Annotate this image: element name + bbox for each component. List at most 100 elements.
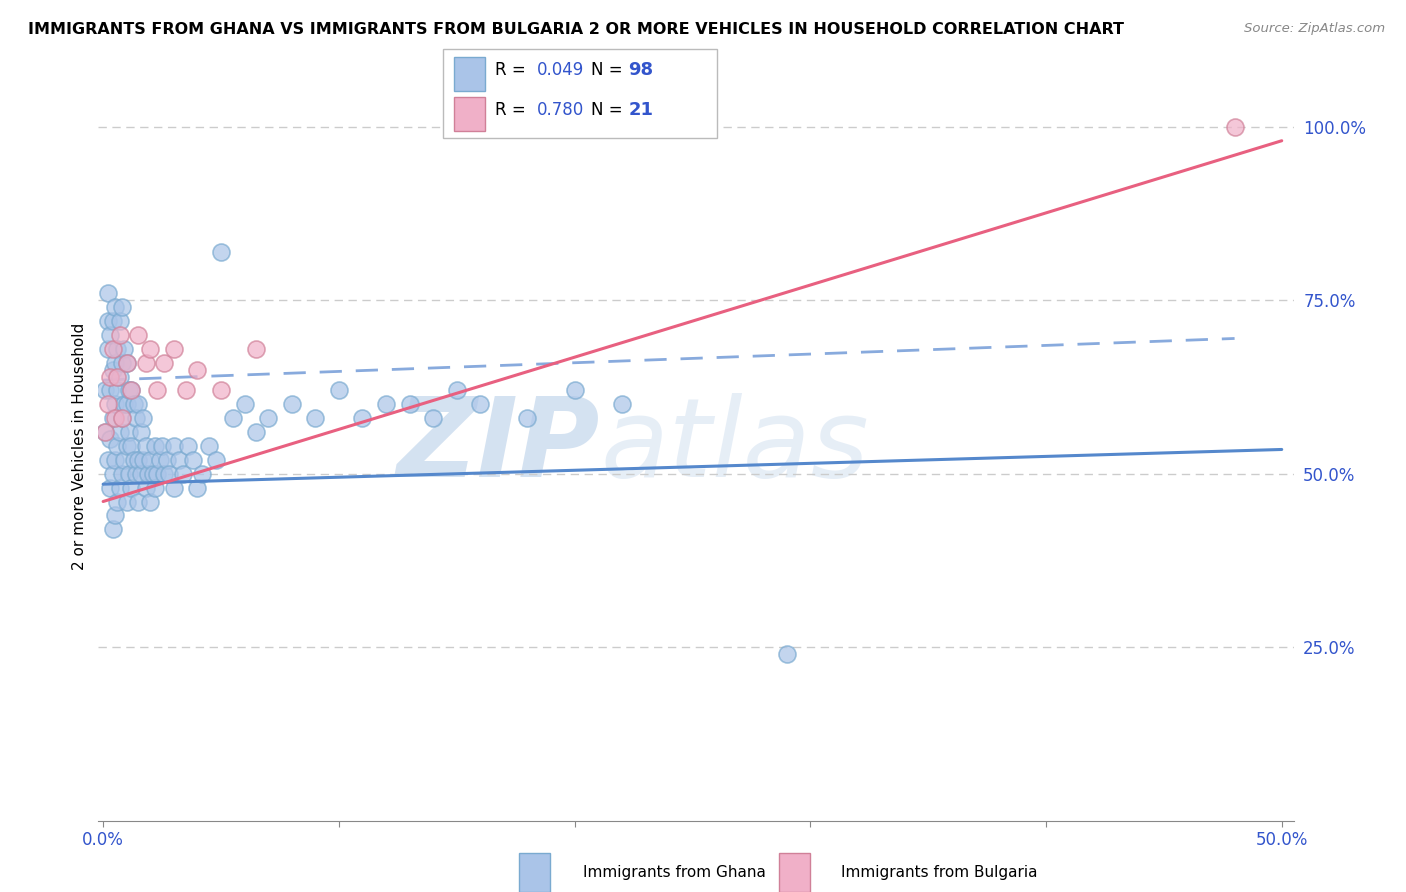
Point (105, 439, 128, 453)
Point (97, 286, 120, 301)
Point (128, 494, 150, 508)
Point (129, 467, 152, 481)
Point (156, 453, 179, 467)
Point (135, 356, 157, 370)
Point (181, 453, 204, 467)
Point (149, 453, 172, 467)
Point (101, 411, 124, 425)
Point (115, 397, 138, 411)
Point (105, 494, 128, 508)
Point (111, 467, 134, 481)
Point (177, 439, 200, 453)
Point (135, 481, 157, 495)
Text: Source: ZipAtlas.com: Source: ZipAtlas.com (1244, 22, 1385, 36)
Point (97, 453, 120, 467)
Point (105, 342, 128, 356)
Point (167, 453, 190, 467)
Point (105, 369, 128, 384)
Point (209, 244, 232, 259)
Point (125, 467, 148, 481)
Text: N =: N = (591, 101, 627, 119)
Point (118, 384, 141, 398)
Point (98, 384, 121, 398)
Point (139, 453, 162, 467)
Point (150, 439, 173, 453)
Text: Immigrants from Ghana: Immigrants from Ghana (583, 865, 766, 880)
Point (136, 467, 159, 481)
Point (304, 411, 326, 425)
Point (104, 508, 127, 523)
Point (125, 411, 148, 425)
Point (174, 384, 197, 398)
Point (111, 300, 134, 314)
Point (97, 397, 120, 411)
Point (186, 481, 208, 495)
Point (94, 425, 117, 439)
Point (143, 481, 166, 495)
Point (108, 369, 131, 384)
Point (112, 342, 135, 356)
Text: Immigrants from Bulgaria: Immigrants from Bulgaria (841, 865, 1038, 880)
Point (98, 481, 121, 495)
Point (108, 328, 131, 343)
Point (198, 439, 221, 453)
Point (118, 467, 141, 481)
Point (120, 481, 142, 495)
Point (101, 522, 124, 536)
Point (104, 356, 127, 370)
Point (108, 425, 131, 439)
Text: atlas: atlas (600, 392, 869, 500)
Point (516, 411, 538, 425)
Point (104, 397, 127, 411)
Point (257, 411, 280, 425)
Point (97, 342, 120, 356)
Point (104, 453, 127, 467)
Point (111, 411, 134, 425)
Point (1223, 120, 1246, 134)
Point (398, 397, 420, 411)
Text: N =: N = (591, 61, 627, 78)
Text: 0.049: 0.049 (537, 61, 585, 78)
Point (128, 328, 150, 343)
Point (98, 328, 121, 343)
Point (564, 384, 586, 398)
Point (104, 300, 127, 314)
Point (120, 439, 142, 453)
Point (610, 397, 633, 411)
Point (122, 397, 145, 411)
Point (128, 453, 150, 467)
Point (129, 425, 152, 439)
Point (120, 384, 142, 398)
Point (98, 369, 121, 384)
Point (163, 439, 186, 453)
Point (111, 411, 134, 425)
Point (280, 397, 302, 411)
Point (146, 384, 169, 398)
Point (132, 453, 155, 467)
Text: IMMIGRANTS FROM GHANA VS IMMIGRANTS FROM BULGARIA 2 OR MORE VEHICLES IN HOUSEHOL: IMMIGRANTS FROM GHANA VS IMMIGRANTS FROM… (28, 22, 1125, 37)
Point (209, 384, 232, 398)
Point (111, 356, 134, 370)
Point (422, 411, 444, 425)
Y-axis label: 2 or more Vehicles in Household: 2 or more Vehicles in Household (72, 322, 87, 570)
Text: ZIP: ZIP (396, 392, 600, 500)
Point (143, 439, 166, 453)
Point (245, 342, 267, 356)
Point (375, 397, 398, 411)
Point (115, 439, 138, 453)
Point (108, 314, 131, 328)
Point (470, 397, 492, 411)
Point (112, 453, 135, 467)
Text: R =: R = (495, 101, 531, 119)
Point (153, 356, 176, 370)
Point (233, 397, 256, 411)
Point (157, 467, 180, 481)
Point (191, 467, 214, 481)
Point (222, 411, 245, 425)
Point (94, 425, 117, 439)
Point (142, 467, 165, 481)
Point (108, 481, 131, 495)
Point (135, 439, 157, 453)
Point (139, 494, 162, 508)
Point (118, 425, 141, 439)
